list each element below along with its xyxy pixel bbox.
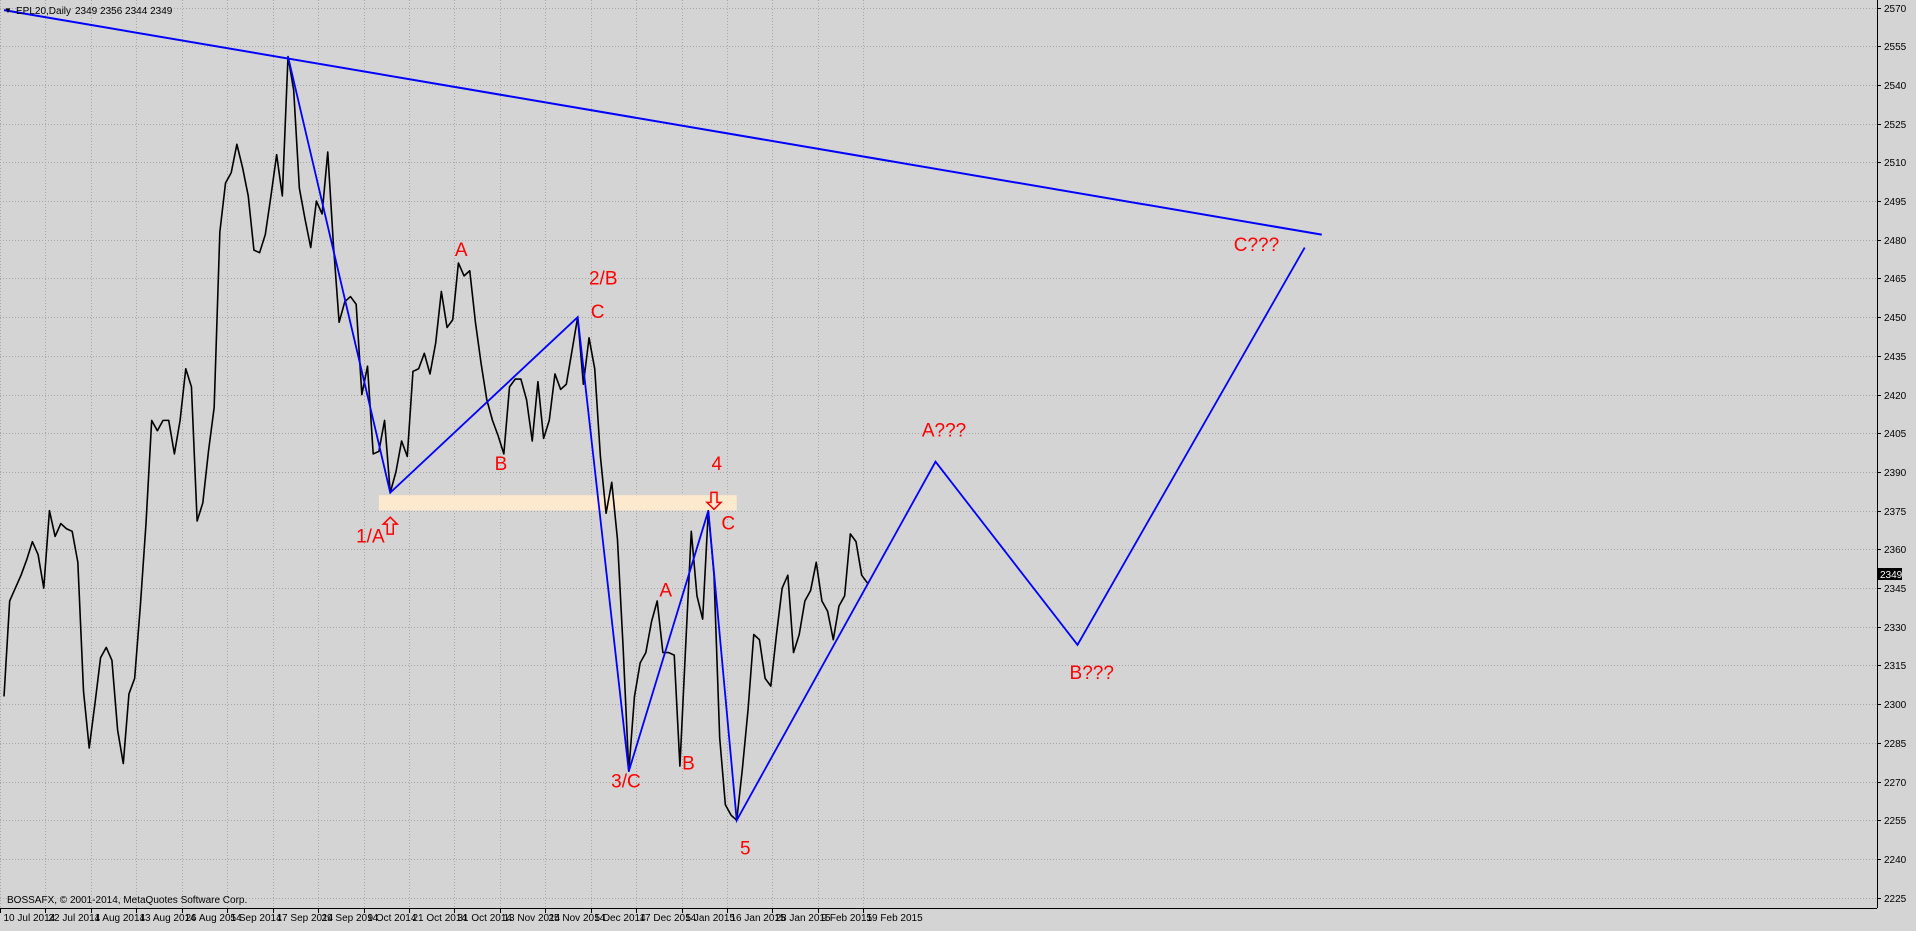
y-tick-label: 2465: [1884, 274, 1907, 285]
y-tick-label: 2450: [1884, 313, 1907, 324]
symbol-timeframe: EPL20,Daily: [16, 6, 71, 17]
y-tick-label: 2390: [1884, 468, 1907, 479]
wave-label: B: [682, 754, 695, 775]
axis-layer: 2570 2555 2540 2525 2510 2495 2480 2465 2450 2435…: [0, 4, 1907, 924]
y-tick-label: 2420: [1884, 391, 1907, 402]
price-series-line: [3, 55, 869, 822]
x-tick-label: 22 Jul 2014: [49, 913, 101, 924]
x-tick-label: 19 Feb 2015: [867, 913, 924, 924]
wave-label: 1/A: [356, 526, 385, 547]
x-tick-label: 13 Aug 2014: [140, 913, 197, 924]
wave-count-line[interactable]: [287, 56, 1306, 824]
wave-label: A: [659, 581, 672, 602]
x-tick-label: 9 Feb 2015: [822, 913, 873, 924]
x-tick-label: 13 Nov 2014: [504, 913, 561, 924]
line-layer: [3, 9, 1322, 824]
y-tick-label: 2435: [1884, 352, 1907, 363]
x-tick-label: 28 Jan 2015: [776, 913, 831, 924]
wave-label: B: [495, 454, 508, 475]
x-tick-label: 1 Aug 2014: [95, 913, 146, 924]
current-price-badge: [1878, 568, 1902, 580]
x-tick-label: 5 Sep 2014: [231, 913, 283, 924]
wave-label: A???: [922, 421, 966, 442]
y-tick-label: 2255: [1884, 816, 1907, 827]
y-tick-label: 2330: [1884, 623, 1907, 634]
y-tick-label: 2285: [1884, 739, 1907, 750]
x-tick-label: 31 Oct 2014: [458, 913, 513, 924]
y-tick-label: 2525: [1884, 120, 1907, 131]
wave-label: C: [591, 302, 605, 323]
support-resistance-zone: [378, 495, 737, 511]
y-tick-label: 2540: [1884, 81, 1907, 92]
x-tick-label: 10 Jul 2014: [4, 913, 56, 924]
y-tick-label: 2360: [1884, 545, 1907, 556]
y-tick-label: 2240: [1884, 855, 1907, 866]
wave-label: C: [721, 514, 735, 535]
y-tick-label: 2225: [1884, 894, 1907, 905]
y-tick-label: 2510: [1884, 158, 1907, 169]
label-layer: 1/A A 2/B C B 4 C A 3/C B 5 A??? B??? C???: [356, 235, 1279, 860]
x-tick-label: 26 Aug 2014: [186, 913, 243, 924]
x-tick-label: 25 Nov 2014: [549, 913, 606, 924]
copyright-text: BOSSAFX, © 2001-2014, MetaQuotes Softwar…: [7, 895, 247, 906]
wave-label: B???: [1070, 663, 1114, 684]
wave-label: A: [455, 240, 468, 261]
ohlc-values: 2349 2356 2344 2349: [75, 6, 173, 17]
current-price-label: 2349: [1880, 570, 1903, 581]
plot-background: [0, 0, 1877, 908]
trend-line[interactable]: [3, 9, 1322, 236]
x-tick-label: 9 Oct 2014: [368, 913, 417, 924]
x-tick-label: 29 Sep 2014: [322, 913, 379, 924]
x-tick-label: 21 Oct 2014: [413, 913, 468, 924]
x-tick-label: 5 Dec 2014: [595, 913, 647, 924]
y-tick-label: 2405: [1884, 429, 1907, 440]
x-tick-label: 16 Jan 2015: [731, 913, 786, 924]
wave-label: 5: [740, 839, 751, 860]
wave-label: 2/B: [589, 268, 618, 289]
y-tick-label: 2300: [1884, 700, 1907, 711]
y-tick-label: 2270: [1884, 778, 1907, 789]
y-tick-label: 2345: [1884, 584, 1907, 595]
y-tick-label: 2570: [1884, 4, 1907, 15]
collapse-arrow-icon[interactable]: ▼: [4, 6, 12, 15]
x-tick-label: 17 Sep 2014: [277, 913, 334, 924]
y-tick-label: 2555: [1884, 42, 1907, 53]
y-tick-label: 2315: [1884, 661, 1907, 672]
arrow-up-icon: [381, 516, 400, 535]
x-tick-label: 5 Jan 2015: [686, 913, 736, 924]
wave-label: 4: [712, 454, 723, 475]
wave-label: 3/C: [611, 772, 641, 793]
arrow-down-icon: [705, 491, 723, 511]
x-tick-label: 17 Dec 2014: [640, 913, 697, 924]
wave-label: C???: [1234, 235, 1279, 256]
y-tick-label: 2480: [1884, 236, 1907, 247]
y-tick-label: 2495: [1884, 197, 1907, 208]
y-tick-label: 2375: [1884, 507, 1907, 518]
